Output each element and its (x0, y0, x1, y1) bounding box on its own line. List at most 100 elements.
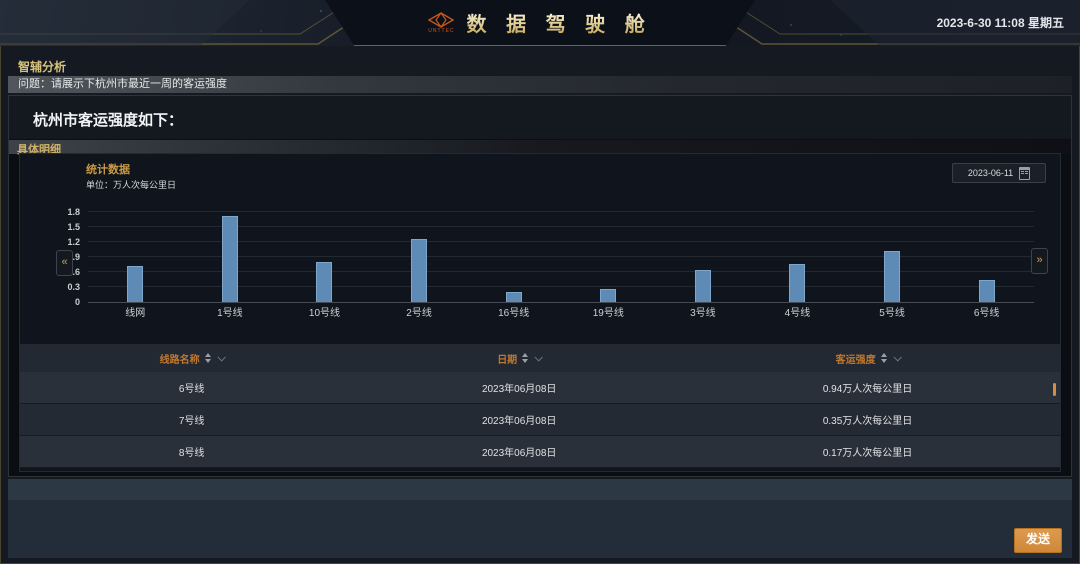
table-body: 6号线 2023年06月08日 0.94万人次每公里日 7号线 2023年06月08日 0… (20, 372, 1060, 468)
app-title: 数 据 驾 驶 舱 (467, 8, 652, 37)
column-header[interactable]: 日期 (363, 351, 675, 366)
bar[interactable] (127, 265, 144, 302)
table-cell: 0.17万人次每公里日 (822, 448, 913, 459)
section-title: 智辅分析 (18, 60, 67, 74)
sort-icon[interactable] (204, 353, 211, 363)
chart-y-axis: 0 0.3 0.6 0.9 1.2 1.5 1.8 (54, 207, 88, 307)
data-table: 线路名称 日期 客运强度 6号线 2023年06月08日 0.94万人次每公里日 7号线 2… (20, 344, 1060, 468)
table-scrollbar-thumb[interactable] (1053, 383, 1056, 396)
answer-strip (9, 96, 1071, 139)
bar[interactable] (789, 263, 806, 302)
message-input[interactable] (8, 479, 1072, 500)
bar[interactable] (221, 216, 238, 302)
logo: UNTTEC (428, 12, 454, 34)
bar[interactable] (694, 269, 711, 302)
chevron-down-icon[interactable] (893, 353, 902, 362)
bar-slot (845, 212, 940, 302)
category-label: 16号线 (498, 307, 530, 319)
bar-slot (372, 212, 467, 302)
gridline (88, 271, 1034, 272)
table-cell: 8号线 (178, 448, 205, 459)
bar[interactable] (884, 250, 901, 302)
y-tick-label: 0.3 (67, 282, 80, 292)
table-row[interactable]: 7号线 2023年06月08日 0.35万人次每公里日 (20, 404, 1060, 436)
date-picker-value: 2023-06-11 (967, 168, 1014, 178)
chart-bars (88, 212, 1034, 302)
chart-next-button[interactable]: » (1031, 248, 1048, 274)
calendar-icon[interactable] (1019, 166, 1031, 180)
bar-slot (466, 212, 561, 302)
y-tick-label: 1.5 (67, 222, 80, 232)
bar-slot (656, 212, 751, 302)
category-label: 4号线 (784, 307, 811, 319)
header-decoration (0, 0, 1080, 46)
send-button[interactable]: 发送 (1014, 528, 1062, 553)
y-tick-label: 0.6 (67, 267, 80, 277)
bar[interactable] (600, 288, 617, 302)
table-header-row: 线路名称 日期 客运强度 (20, 344, 1060, 372)
table-row[interactable]: 8号线 2023年06月08日 0.17万人次每公里日 (20, 436, 1060, 468)
table-cell: 0.35万人次每公里日 (822, 416, 913, 427)
bar-slot (277, 212, 372, 302)
sort-icon[interactable] (880, 353, 887, 363)
date-picker[interactable]: 2023-06-11 (952, 163, 1046, 183)
gridline (88, 286, 1034, 287)
bar[interactable] (316, 262, 333, 302)
category-label: 5号线 (879, 307, 905, 319)
gridline (88, 241, 1034, 242)
header-datetime: 2023-6-30 11:08 星期五 (936, 16, 1064, 30)
column-header[interactable]: 线路名称 (20, 351, 363, 366)
chevron-down-icon[interactable] (217, 353, 226, 362)
chart-plot (88, 211, 1034, 303)
bar[interactable] (978, 280, 995, 302)
bar-chart: 0 0.3 0.6 0.9 1.2 1.5 1.8 线网 1号线 10号线 2号线 16号线 19号线… (54, 198, 1034, 324)
category-label: 10号线 (308, 307, 341, 319)
header-emblem: UNTTEC 数 据 驾 驶 舱 (325, 0, 755, 46)
category-label: 1号线 (217, 307, 243, 319)
composer-area[interactable]: 发送 (8, 500, 1072, 558)
answer-title: 杭州市客运强度如下： (33, 112, 184, 129)
y-tick-label: 1.8 (67, 207, 80, 217)
top-header: UNTTEC 数 据 驾 驶 舱 2023-6-30 11:08 星期五 (0, 0, 1080, 46)
chart-categories: 线网 1号线 10号线 2号线 16号线 19号线 3号线 4号线 5号线 6号线 (88, 303, 1034, 319)
sort-icon[interactable] (522, 353, 529, 363)
bar[interactable] (411, 239, 428, 302)
category-label: 6号线 (973, 307, 1000, 319)
gridline (88, 256, 1034, 257)
logo-brand-text: UNTTEC (428, 27, 455, 34)
column-header-label: 线路名称 (159, 354, 200, 366)
table-cell: 2023年06月08日 (481, 416, 557, 427)
y-tick-label: 0.9 (67, 252, 80, 262)
table-cell: 0.94万人次每公里日 (822, 384, 913, 395)
column-header-label: 客运强度 (835, 354, 876, 366)
gridline (88, 226, 1034, 227)
logo-icon (428, 12, 454, 28)
constellation-dots (320, 10, 322, 12)
column-header-label: 日期 (497, 354, 518, 366)
bar-slot (183, 212, 278, 302)
bar-slot (561, 212, 656, 302)
category-label: 3号线 (690, 307, 716, 319)
chart-plot-column: 线网 1号线 10号线 2号线 16号线 19号线 3号线 4号线 5号线 6号线 (88, 198, 1034, 324)
question-message: 问题：请展示下杭州市最近一周的客运强度 (8, 76, 1072, 93)
bar-slot (750, 212, 845, 302)
chevron-down-icon[interactable] (534, 353, 544, 362)
category-label: 线网 (125, 307, 146, 319)
y-tick-label: 0 (74, 297, 80, 307)
unit-label: 单位：万人次每公里日 (86, 180, 177, 190)
chart-prev-button[interactable]: « (56, 250, 73, 276)
table-cell: 2023年06月08日 (481, 448, 557, 459)
answer-panel: 杭州市客运强度如下： 具体明细 统计数据 单位：万人次每公里日 2023-06-… (8, 95, 1072, 477)
table-cell: 6号线 (178, 384, 205, 395)
category-label: 2号线 (406, 307, 432, 319)
stats-panel-title: 统计数据 (86, 164, 130, 176)
bar[interactable] (505, 292, 522, 302)
gridline (88, 211, 1034, 212)
table-cell: 2023年06月08日 (481, 384, 557, 395)
y-tick-label: 1.2 (67, 237, 80, 247)
bar-slot (939, 212, 1034, 302)
stats-panel: 统计数据 单位：万人次每公里日 2023-06-11 0 0.3 0.6 0.9 1.2… (19, 153, 1061, 472)
bar-slot (88, 212, 183, 302)
column-header[interactable]: 客运强度 (675, 351, 1060, 366)
table-row[interactable]: 6号线 2023年06月08日 0.94万人次每公里日 (20, 372, 1060, 404)
